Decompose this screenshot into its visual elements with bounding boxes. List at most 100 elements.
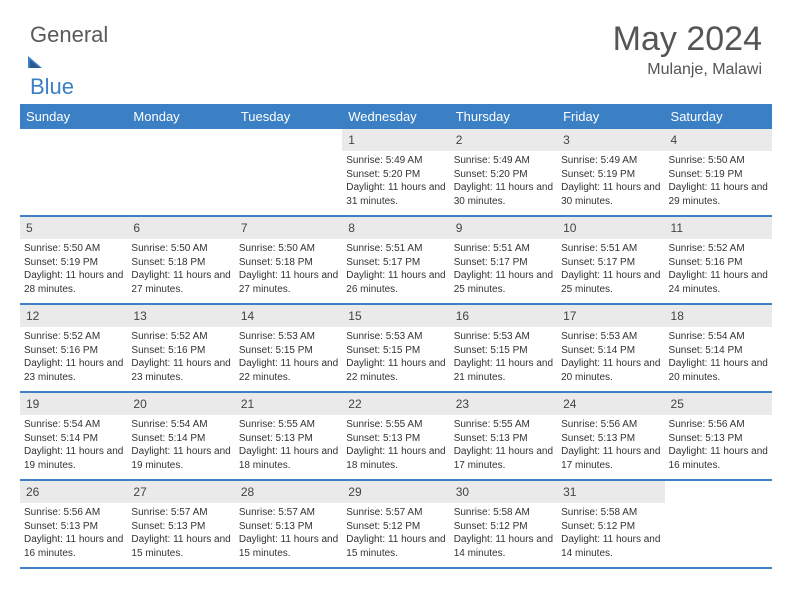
sunrise-line: Sunrise: 5:52 AM xyxy=(24,330,123,344)
daylight-line: Daylight: 11 hours and 16 minutes. xyxy=(24,533,123,560)
sunrise-line: Sunrise: 5:55 AM xyxy=(346,418,445,432)
sunset-line: Sunset: 5:20 PM xyxy=(346,168,445,182)
weekday-header: Sunday xyxy=(20,104,127,129)
week-row: 5Sunrise: 5:50 AMSunset: 5:19 PMDaylight… xyxy=(20,217,772,305)
day-number: 17 xyxy=(557,305,664,327)
sunrise-line: Sunrise: 5:49 AM xyxy=(454,154,553,168)
sunset-line: Sunset: 5:16 PM xyxy=(669,256,768,270)
sunset-line: Sunset: 5:18 PM xyxy=(131,256,230,270)
day-cell: 11Sunrise: 5:52 AMSunset: 5:16 PMDayligh… xyxy=(665,217,772,303)
daylight-line: Daylight: 11 hours and 30 minutes. xyxy=(454,181,553,208)
weekday-header: Tuesday xyxy=(235,104,342,129)
daylight-line: Daylight: 11 hours and 22 minutes. xyxy=(346,357,445,384)
day-cell: 15Sunrise: 5:53 AMSunset: 5:15 PMDayligh… xyxy=(342,305,449,391)
day-cell: 2Sunrise: 5:49 AMSunset: 5:20 PMDaylight… xyxy=(450,129,557,215)
day-number: 4 xyxy=(665,129,772,151)
day-cell: 6Sunrise: 5:50 AMSunset: 5:18 PMDaylight… xyxy=(127,217,234,303)
day-number: 18 xyxy=(665,305,772,327)
day-number: 13 xyxy=(127,305,234,327)
sunrise-line: Sunrise: 5:53 AM xyxy=(454,330,553,344)
sunset-line: Sunset: 5:13 PM xyxy=(454,432,553,446)
daylight-line: Daylight: 11 hours and 29 minutes. xyxy=(669,181,768,208)
daylight-line: Daylight: 11 hours and 27 minutes. xyxy=(239,269,338,296)
brand-triangle-icon-2 xyxy=(30,60,40,68)
sunrise-line: Sunrise: 5:55 AM xyxy=(454,418,553,432)
sunrise-line: Sunrise: 5:56 AM xyxy=(24,506,123,520)
week-row: 12Sunrise: 5:52 AMSunset: 5:16 PMDayligh… xyxy=(20,305,772,393)
daylight-line: Daylight: 11 hours and 23 minutes. xyxy=(24,357,123,384)
sunset-line: Sunset: 5:19 PM xyxy=(669,168,768,182)
daylight-line: Daylight: 11 hours and 31 minutes. xyxy=(346,181,445,208)
day-cell: 20Sunrise: 5:54 AMSunset: 5:14 PMDayligh… xyxy=(127,393,234,479)
sunset-line: Sunset: 5:19 PM xyxy=(561,168,660,182)
day-number: 30 xyxy=(450,481,557,503)
day-cell: 21Sunrise: 5:55 AMSunset: 5:13 PMDayligh… xyxy=(235,393,342,479)
week-row: ...1Sunrise: 5:49 AMSunset: 5:20 PMDayli… xyxy=(20,129,772,217)
sunrise-line: Sunrise: 5:49 AM xyxy=(561,154,660,168)
day-number: 15 xyxy=(342,305,449,327)
daylight-line: Daylight: 11 hours and 17 minutes. xyxy=(561,445,660,472)
sunrise-line: Sunrise: 5:56 AM xyxy=(561,418,660,432)
day-cell: 14Sunrise: 5:53 AMSunset: 5:15 PMDayligh… xyxy=(235,305,342,391)
daylight-line: Daylight: 11 hours and 19 minutes. xyxy=(24,445,123,472)
sunset-line: Sunset: 5:16 PM xyxy=(131,344,230,358)
day-number: 9 xyxy=(450,217,557,239)
sunset-line: Sunset: 5:17 PM xyxy=(561,256,660,270)
day-cell: 10Sunrise: 5:51 AMSunset: 5:17 PMDayligh… xyxy=(557,217,664,303)
sunrise-line: Sunrise: 5:53 AM xyxy=(239,330,338,344)
weekday-header-row: SundayMondayTuesdayWednesdayThursdayFrid… xyxy=(20,104,772,129)
daylight-line: Daylight: 11 hours and 24 minutes. xyxy=(669,269,768,296)
sunset-line: Sunset: 5:12 PM xyxy=(561,520,660,534)
sunset-line: Sunset: 5:16 PM xyxy=(24,344,123,358)
week-row: 19Sunrise: 5:54 AMSunset: 5:14 PMDayligh… xyxy=(20,393,772,481)
day-number: 27 xyxy=(127,481,234,503)
sunset-line: Sunset: 5:17 PM xyxy=(454,256,553,270)
daylight-line: Daylight: 11 hours and 26 minutes. xyxy=(346,269,445,296)
day-number: 11 xyxy=(665,217,772,239)
sunrise-line: Sunrise: 5:51 AM xyxy=(346,242,445,256)
week-row: 26Sunrise: 5:56 AMSunset: 5:13 PMDayligh… xyxy=(20,481,772,569)
day-cell: 9Sunrise: 5:51 AMSunset: 5:17 PMDaylight… xyxy=(450,217,557,303)
daylight-line: Daylight: 11 hours and 14 minutes. xyxy=(454,533,553,560)
sunset-line: Sunset: 5:13 PM xyxy=(24,520,123,534)
day-cell: 16Sunrise: 5:53 AMSunset: 5:15 PMDayligh… xyxy=(450,305,557,391)
sunrise-line: Sunrise: 5:54 AM xyxy=(24,418,123,432)
sunset-line: Sunset: 5:15 PM xyxy=(239,344,338,358)
sunrise-line: Sunrise: 5:51 AM xyxy=(454,242,553,256)
day-cell: . xyxy=(665,481,772,567)
month-title: May 2024 xyxy=(613,20,762,59)
sunset-line: Sunset: 5:18 PM xyxy=(239,256,338,270)
day-number: 6 xyxy=(127,217,234,239)
daylight-line: Daylight: 11 hours and 25 minutes. xyxy=(561,269,660,296)
day-cell: 4Sunrise: 5:50 AMSunset: 5:19 PMDaylight… xyxy=(665,129,772,215)
day-cell: 22Sunrise: 5:55 AMSunset: 5:13 PMDayligh… xyxy=(342,393,449,479)
daylight-line: Daylight: 11 hours and 17 minutes. xyxy=(454,445,553,472)
daylight-line: Daylight: 11 hours and 14 minutes. xyxy=(561,533,660,560)
day-cell: 28Sunrise: 5:57 AMSunset: 5:13 PMDayligh… xyxy=(235,481,342,567)
daylight-line: Daylight: 11 hours and 20 minutes. xyxy=(669,357,768,384)
sunset-line: Sunset: 5:12 PM xyxy=(454,520,553,534)
sunset-line: Sunset: 5:19 PM xyxy=(24,256,123,270)
sunset-line: Sunset: 5:15 PM xyxy=(454,344,553,358)
day-number: 1 xyxy=(342,129,449,151)
day-number: 8 xyxy=(342,217,449,239)
day-cell: 25Sunrise: 5:56 AMSunset: 5:13 PMDayligh… xyxy=(665,393,772,479)
day-number: 16 xyxy=(450,305,557,327)
day-cell: 26 Sunrise: 5:56 AMSunset: 5:13 PMDayligh… xyxy=(20,481,127,567)
weeks-container: ...1Sunrise: 5:49 AMSunset: 5:20 PMDayli… xyxy=(20,129,772,569)
sunset-line: Sunset: 5:14 PM xyxy=(24,432,123,446)
sunrise-line: Sunrise: 5:57 AM xyxy=(346,506,445,520)
sunrise-line: Sunrise: 5:58 AM xyxy=(561,506,660,520)
day-number: 26 xyxy=(20,481,127,503)
weekday-header: Monday xyxy=(127,104,234,129)
brand-text-1: General xyxy=(30,22,108,47)
sunset-line: Sunset: 5:13 PM xyxy=(239,432,338,446)
brand-logo: General Blue xyxy=(30,22,118,100)
sunrise-line: Sunrise: 5:58 AM xyxy=(454,506,553,520)
day-cell: 23Sunrise: 5:55 AMSunset: 5:13 PMDayligh… xyxy=(450,393,557,479)
day-cell: 7Sunrise: 5:50 AMSunset: 5:18 PMDaylight… xyxy=(235,217,342,303)
weekday-header: Saturday xyxy=(665,104,772,129)
day-number: 7 xyxy=(235,217,342,239)
daylight-line: Daylight: 11 hours and 22 minutes. xyxy=(239,357,338,384)
sunset-line: Sunset: 5:14 PM xyxy=(561,344,660,358)
